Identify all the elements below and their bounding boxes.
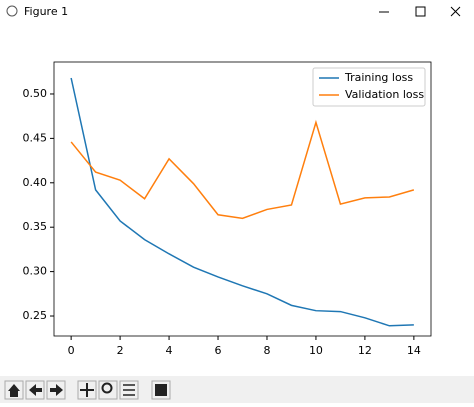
- y-tick-label: 0.35: [23, 220, 48, 233]
- data-line: [70, 77, 414, 327]
- home-icon: [8, 384, 20, 397]
- x-tick-label: 6: [215, 344, 222, 357]
- pan-icon: [80, 383, 94, 397]
- toolbar: [0, 376, 474, 403]
- x-tick-label: 14: [407, 344, 421, 357]
- legend-box: [312, 67, 426, 107]
- y-tick-label: 0.45: [23, 131, 48, 144]
- configure-icon: [123, 384, 135, 396]
- x-tick-label: 4: [166, 344, 173, 357]
- y-tick-label: 0.25: [23, 309, 48, 322]
- data-line: [70, 119, 415, 220]
- x-tick-label: 8: [263, 344, 270, 357]
- x-tick-label: 10: [309, 344, 323, 357]
- app-icon: [6, 5, 18, 17]
- maximize-button[interactable]: [415, 6, 426, 17]
- y-tick-label: 0.30: [23, 265, 48, 278]
- x-tick-label: 2: [117, 344, 124, 357]
- save-icon: [155, 384, 167, 396]
- axes-frame: [53, 61, 432, 337]
- x-tick-label: 12: [358, 344, 372, 357]
- x-tick-label: 0: [68, 344, 75, 357]
- legend-label: Validation loss: [345, 88, 424, 101]
- y-tick-label: 0.40: [23, 176, 48, 189]
- close-button[interactable]: [450, 6, 461, 17]
- zoom-icon: [101, 382, 113, 394]
- plot: 0.25 0.30 0.35 0.40 0.45 0.50 0 2 4 6 8 10 12 14 Train…: [23, 61, 432, 357]
- y-tick-label: 0.50: [23, 87, 48, 100]
- legend-label: Training loss: [344, 71, 413, 84]
- forward-icon: [50, 384, 63, 396]
- window-title: Figure 1: [24, 5, 68, 18]
- back-icon: [29, 384, 42, 396]
- toolbar-buttons: [4, 380, 171, 400]
